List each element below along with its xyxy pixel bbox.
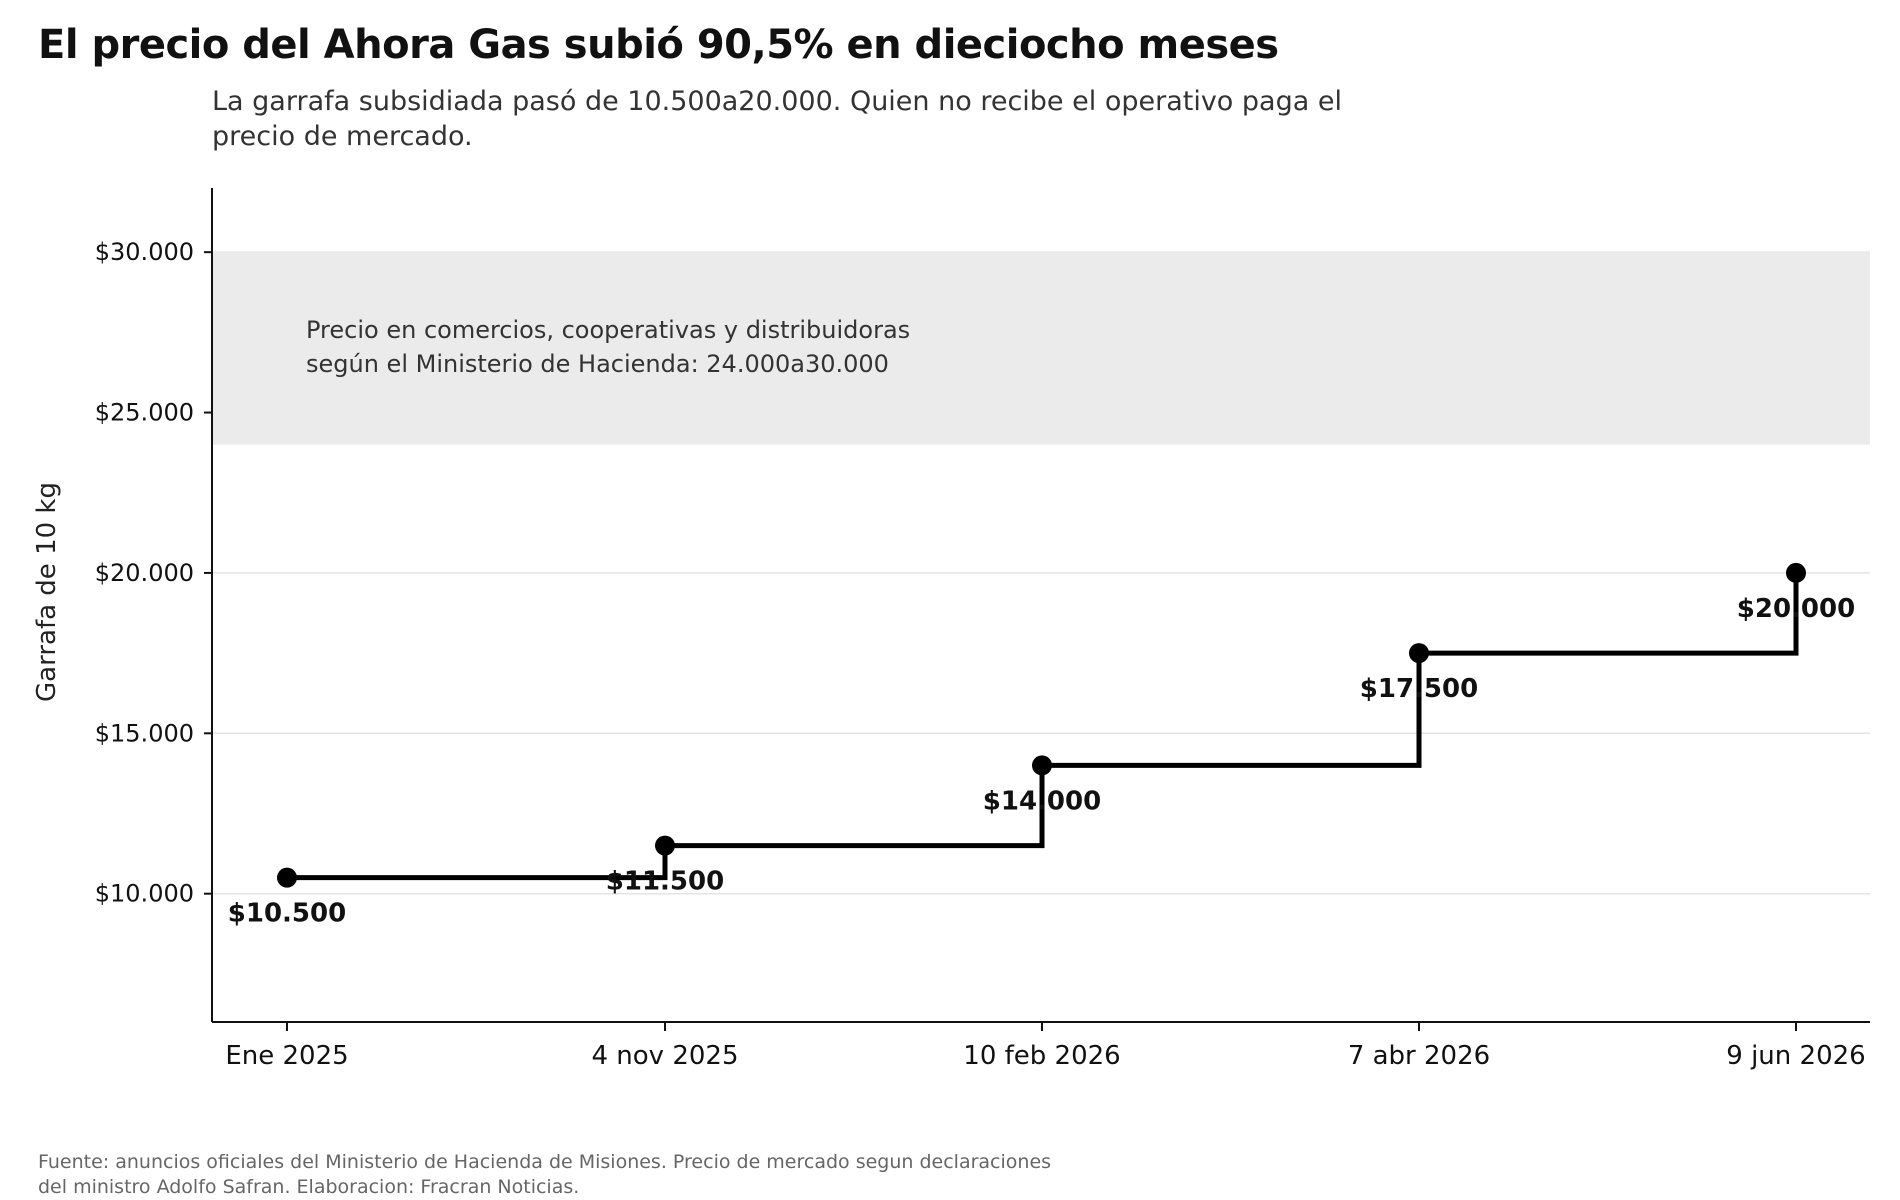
market-price-band: Precio en comercios, cooperativas y dist… bbox=[212, 252, 1870, 445]
y-tick-label-3: $25.000 bbox=[95, 399, 194, 427]
price-label-1: $11.500 bbox=[606, 867, 724, 897]
market-price-band-label-line2: según el Ministerio de Hacienda: 24.000a… bbox=[306, 350, 889, 378]
price-step-line bbox=[287, 572, 1799, 881]
price-point-1 bbox=[655, 835, 675, 856]
price-point-0 bbox=[277, 867, 297, 888]
price-point-4 bbox=[1786, 562, 1806, 583]
price-step-chart: Precio en comercios, cooperativas y dist… bbox=[95, 188, 1870, 1071]
axes: $10.000 $15.000 $20.000 $25.000 $30.000 Ene 2… bbox=[95, 188, 1870, 1071]
x-tick-label-0: Ene 2025 bbox=[225, 1041, 348, 1071]
price-label-0: $10.500 bbox=[228, 899, 346, 929]
price-point-2 bbox=[1032, 755, 1052, 776]
source-footnote: Fuente: anuncios oficiales del Ministeri… bbox=[38, 1151, 1052, 1198]
chart-title: El precio del Ahora Gas subió 90,5% en d… bbox=[38, 22, 1279, 68]
price-series: $10.500 $11.500 $14.000 $17.500 $20.000 bbox=[228, 562, 1855, 929]
y-tick-label-4: $30.000 bbox=[95, 238, 194, 266]
y-tick-label-0: $10.000 bbox=[95, 880, 194, 908]
y-tick-label-1: $15.000 bbox=[95, 719, 194, 747]
x-tick-label-4: 9 jun 2026 bbox=[1726, 1041, 1865, 1071]
market-price-band-rect bbox=[212, 252, 1870, 445]
price-label-3: $17.500 bbox=[1360, 674, 1478, 704]
x-tick-label-1: 4 nov 2025 bbox=[591, 1041, 738, 1071]
y-tick-label-2: $20.000 bbox=[95, 559, 194, 587]
market-price-band-label-line1: Precio en comercios, cooperativas y dist… bbox=[306, 316, 910, 344]
price-point-3 bbox=[1409, 643, 1429, 664]
x-tick-label-2: 10 feb 2026 bbox=[963, 1041, 1120, 1071]
price-label-4: $20.000 bbox=[1737, 594, 1855, 624]
x-tick-label-3: 7 abr 2026 bbox=[1348, 1041, 1490, 1071]
chart-subtitle: La garrafa subsidiada pasó de 10.500a20.… bbox=[212, 86, 1342, 152]
price-label-2: $14.000 bbox=[983, 786, 1101, 816]
